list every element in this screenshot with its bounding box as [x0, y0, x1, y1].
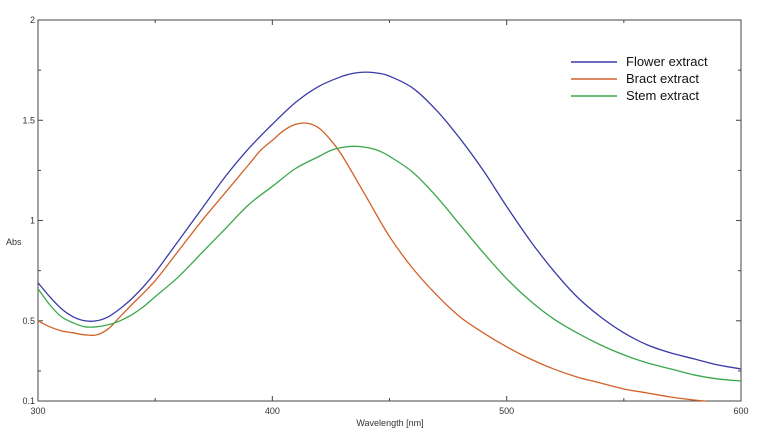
series-line-3 [37, 145, 742, 382]
y-axis-label: Abs [6, 237, 22, 247]
y-tick-label: 0.1 [22, 396, 35, 406]
x-tick-label: 300 [30, 406, 45, 416]
legend-label: Stem extract [626, 88, 699, 103]
legend: Flower extract Bract extract Stem extract [571, 54, 708, 103]
series-line-2 [37, 122, 706, 402]
y-tick-label: 0.5 [22, 316, 35, 326]
x-tick-label: 500 [499, 406, 514, 416]
x-axis-label: Wavelength [nm] [356, 418, 423, 428]
x-tick-label: 600 [733, 406, 748, 416]
y-tick-label: 1 [30, 216, 35, 226]
y-tick-label: 1.5 [22, 115, 35, 125]
series-lines [37, 71, 742, 402]
x-tick-label: 400 [265, 406, 280, 416]
legend-label: Flower extract [626, 54, 708, 69]
axis-ticks: 300 400 500 600 0.1 0.5 1 1.5 2 [22, 15, 748, 416]
plot-area [37, 19, 742, 402]
series-line-1 [37, 71, 742, 370]
legend-label: Bract extract [626, 71, 699, 86]
y-tick-label: 2 [30, 15, 35, 25]
